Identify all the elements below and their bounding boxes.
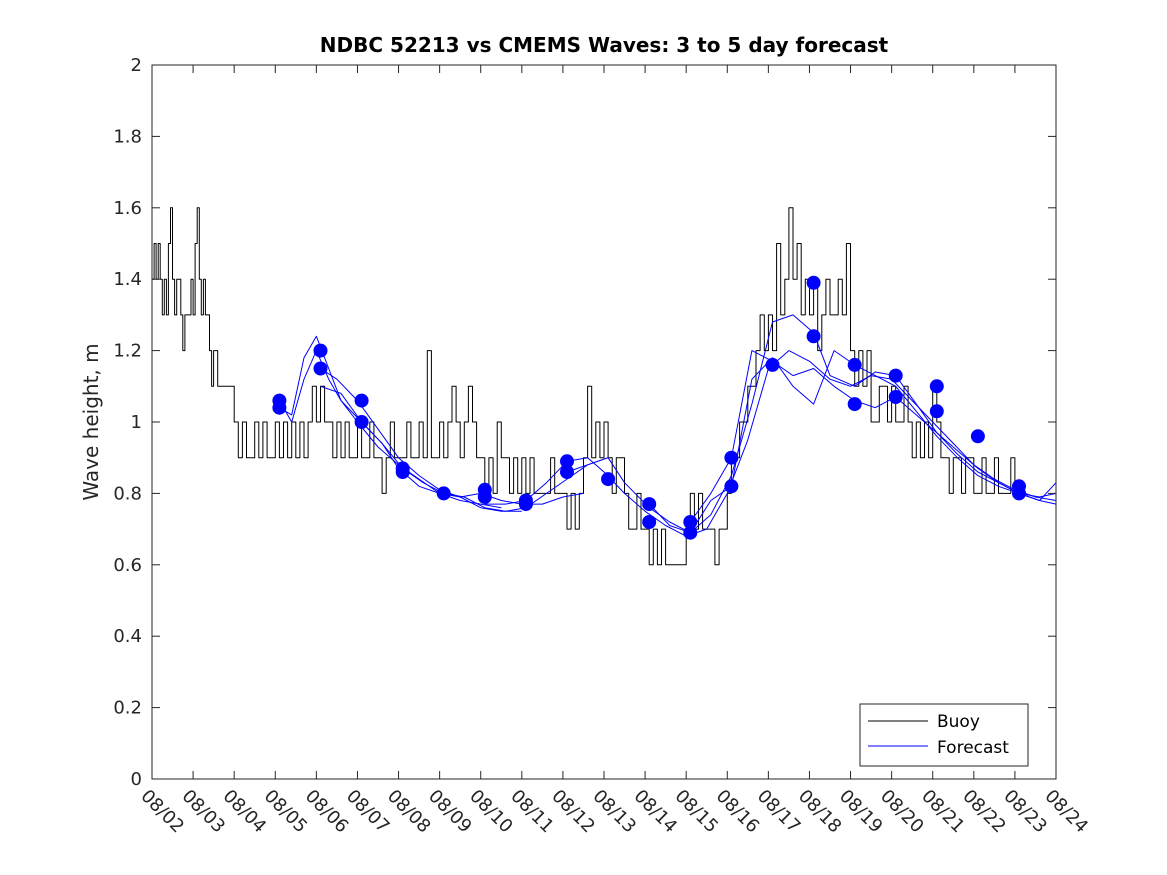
forecast-marker — [724, 479, 739, 494]
y-tick-label: 1.4 — [113, 269, 142, 290]
legend-label-forecast: Forecast — [937, 738, 1009, 758]
y-tick-label: 1.8 — [113, 126, 142, 147]
forecast-marker — [560, 465, 574, 479]
forecast-marker — [477, 490, 492, 504]
forecast-marker — [642, 515, 657, 529]
y-tick-label: 1 — [131, 412, 142, 433]
y-tick-label: 0.8 — [113, 483, 142, 504]
forecast-marker — [518, 497, 533, 512]
forecast-marker — [354, 393, 369, 408]
forecast-marker — [888, 368, 903, 383]
series-forecast-line — [320, 385, 609, 512]
y-axis: 0 0.2 0.4 0.6 0.8 1 1.2 1.4 1.6 1.8 2 — [113, 55, 1056, 790]
forecast-marker — [601, 472, 616, 487]
y-tick-label: 0.2 — [113, 698, 142, 719]
forecast-marker — [642, 497, 657, 512]
forecast-marker — [1012, 486, 1026, 501]
forecast-marker — [560, 454, 574, 469]
forecast-marker — [929, 379, 944, 394]
marker-layer — [272, 275, 1026, 540]
forecast-marker — [683, 515, 698, 529]
y-axis-label: Wave height, m — [79, 343, 103, 500]
forecast-marker — [847, 397, 862, 412]
forecast-marker — [765, 357, 780, 372]
forecast-marker — [395, 465, 410, 479]
forecast-marker — [683, 525, 698, 540]
forecast-marker — [888, 390, 903, 404]
series-forecast-line — [689, 350, 1057, 523]
y-tick-label: 0.6 — [113, 555, 142, 576]
y-tick-label: 2 — [131, 55, 142, 76]
forecast-marker — [313, 361, 328, 376]
forecast-marker — [272, 400, 287, 415]
forecast-marker — [436, 486, 451, 501]
forecast-marker — [970, 429, 985, 444]
series-forecast-line — [278, 350, 502, 509]
y-tick-label: 0 — [131, 769, 142, 790]
forecast-marker — [354, 415, 369, 429]
forecast-marker — [847, 357, 862, 372]
forecast-marker — [929, 404, 944, 419]
legend-label-buoy: Buoy — [937, 712, 980, 732]
legend: Buoy Forecast — [859, 703, 1029, 767]
y-tick-label: 1.2 — [113, 341, 142, 362]
forecast-marker — [806, 275, 821, 290]
legend-box — [859, 703, 1029, 767]
y-tick-label: 0.4 — [113, 626, 142, 647]
forecast-marker — [724, 450, 739, 465]
chart-title: NDBC 52213 vs CMEMS Waves: 3 to 5 day fo… — [320, 33, 889, 57]
y-tick-label: 1.6 — [113, 198, 142, 219]
forecast-marker — [806, 329, 821, 344]
forecast-marker — [313, 343, 328, 358]
